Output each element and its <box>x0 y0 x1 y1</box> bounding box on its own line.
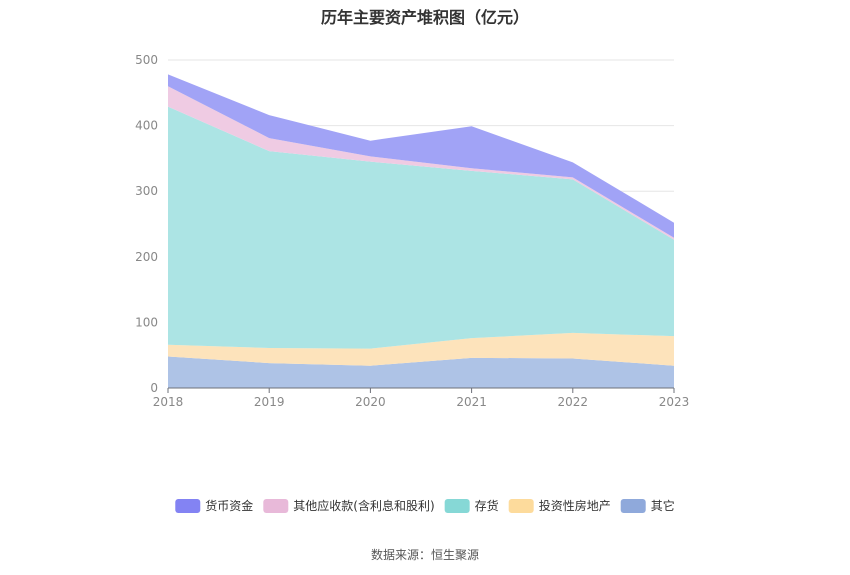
legend-swatch <box>444 499 470 513</box>
chart-title: 历年主要资产堆积图（亿元） <box>320 8 529 27</box>
y-tick-label: 200 <box>135 250 158 264</box>
x-tick-label: 2019 <box>254 395 285 409</box>
y-tick-label: 100 <box>135 315 158 329</box>
axes: 0 100 200 300 400 500 2018 2019 2020 2021 2022 2023 <box>135 53 689 409</box>
legend-item-其他应收款(含利息和股利)[interactable]: 其他应收款(含利息和股利) <box>263 498 435 513</box>
x-tick-label: 2020 <box>355 395 386 409</box>
legend-label: 投资性房地产 <box>539 498 611 513</box>
legend-swatch <box>263 499 289 513</box>
legend-label: 其它 <box>651 498 675 513</box>
y-tick-label: 300 <box>135 184 158 198</box>
legend-item-存货[interactable]: 存货 <box>444 498 499 513</box>
area-其他应收款(含利息和股利)[interactable] <box>168 86 674 240</box>
legend-label: 其他应收款(含利息和股利) <box>293 498 434 513</box>
x-tick-label: 2023 <box>659 395 690 409</box>
area-存货[interactable] <box>168 106 674 349</box>
legend-swatch <box>508 499 534 513</box>
y-tick-label: 500 <box>135 53 158 67</box>
y-tick-label: 0 <box>150 381 158 395</box>
area-货币资金[interactable] <box>168 74 674 238</box>
y-tick-label: 400 <box>135 119 158 133</box>
x-tick-label: 2021 <box>456 395 487 409</box>
legend-label: 存货 <box>475 498 499 513</box>
x-tick-label: 2022 <box>558 395 589 409</box>
legend-item-投资性房地产[interactable]: 投资性房地产 <box>508 498 611 513</box>
area-投资性房地产[interactable] <box>168 332 674 366</box>
legend-item-货币资金[interactable]: 货币资金 <box>175 498 253 513</box>
area-其它[interactable] <box>168 356 674 388</box>
legend-swatch <box>175 499 201 513</box>
legend: 货币资金 其他应收款(含利息和股利) 存货 投资性房地产 其它 <box>175 498 675 513</box>
legend-swatch <box>620 499 646 513</box>
legend-item-其它[interactable]: 其它 <box>620 498 675 513</box>
legend-label: 货币资金 <box>205 498 253 513</box>
x-tick-label: 2018 <box>153 395 184 409</box>
area-series <box>168 74 674 388</box>
data-source-note: 数据来源：恒生聚源 <box>370 548 479 562</box>
